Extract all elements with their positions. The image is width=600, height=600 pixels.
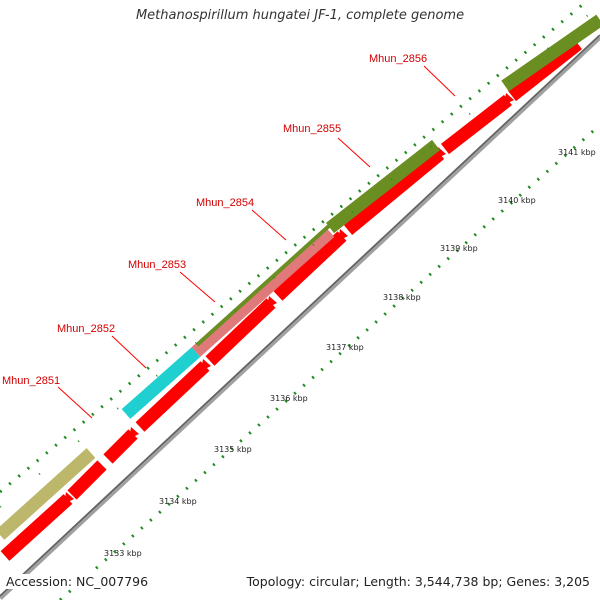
tick-label-3138: 3138 kbp: [383, 293, 421, 302]
feature-olive-3: [501, 14, 600, 92]
tick-label-3136: 3136 kbp: [270, 394, 308, 403]
genome-backbone: [0, 35, 600, 600]
tick-label-3133: 3133 kbp: [104, 549, 142, 558]
gene-label-mhun-2854: Mhun_2854: [196, 197, 254, 209]
feature-pink: [191, 227, 335, 357]
tick-label-3134: 3134 kbp: [159, 497, 197, 506]
cds-track: [0, 38, 583, 561]
feature-khaki: [0, 448, 96, 540]
gene-label-mhun-2856: Mhun_2856: [369, 53, 427, 65]
outer-tick-ring: [0, 0, 591, 494]
genome-stats: Topology: circular; Length: 3,544,738 bp…: [246, 574, 590, 589]
map-title: Methanospirillum hungatei JF-1, complete…: [135, 8, 465, 23]
gene-label-mhun-2853: Mhun_2853: [128, 259, 186, 271]
cds-arrows: [64, 93, 514, 504]
gene-label-mhun-2851: Mhun_2851: [2, 375, 60, 387]
genome-backbone-inner: [0, 34, 600, 597]
tick-label-3135: 3135 kbp: [214, 445, 252, 454]
feature-cyan: [121, 347, 201, 419]
leader-lines: [57, 65, 456, 419]
feature-olive-2: [325, 139, 441, 234]
accession-label: Accession: NC_007796: [6, 574, 149, 589]
tick-label-3139: 3139 kbp: [440, 244, 478, 253]
gene-label-mhun-2852: Mhun_2852: [57, 323, 115, 335]
tick-label-3141: 3141 kbp: [558, 148, 596, 157]
gene-label-mhun-2855: Mhun_2855: [283, 123, 341, 135]
feature-olive-1: [195, 223, 332, 347]
tick-label-3140: 3140 kbp: [498, 196, 536, 205]
tick-label-3137: 3137 kbp: [326, 343, 364, 352]
